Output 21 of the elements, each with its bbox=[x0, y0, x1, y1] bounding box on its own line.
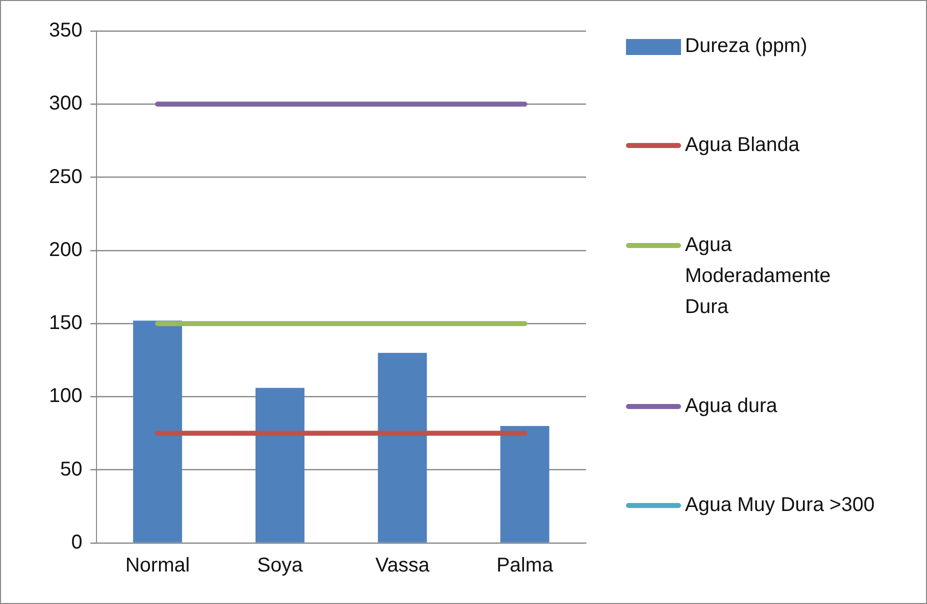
bar bbox=[500, 426, 550, 542]
x-tick-label: Normal bbox=[125, 554, 190, 577]
bar bbox=[378, 352, 427, 542]
y-tick-label: 100 bbox=[48, 385, 82, 408]
y-tick-label: 300 bbox=[48, 92, 82, 115]
x-tick-label: Soya bbox=[257, 554, 304, 577]
legend-label: Dureza (ppm) bbox=[685, 34, 808, 59]
x-tick-label: Vassa bbox=[375, 554, 430, 577]
y-tick-label: 0 bbox=[71, 532, 82, 554]
bar bbox=[256, 388, 304, 542]
bar bbox=[133, 320, 182, 542]
legend-label: Agua Blanda bbox=[685, 133, 801, 158]
y-tick-label: 250 bbox=[48, 166, 82, 188]
legend-label: Agua dura bbox=[685, 394, 778, 419]
x-tick-label: Palma bbox=[496, 554, 554, 577]
y-tick-label: 350 bbox=[48, 20, 82, 42]
y-tick-label: 50 bbox=[60, 458, 82, 480]
y-tick-label: 200 bbox=[48, 238, 82, 261]
y-tick-label: 150 bbox=[48, 312, 82, 334]
legend-label: Agua Muy Dura >300 bbox=[685, 493, 875, 518]
legend-label: Agua Moderadamente Dura bbox=[685, 232, 832, 320]
